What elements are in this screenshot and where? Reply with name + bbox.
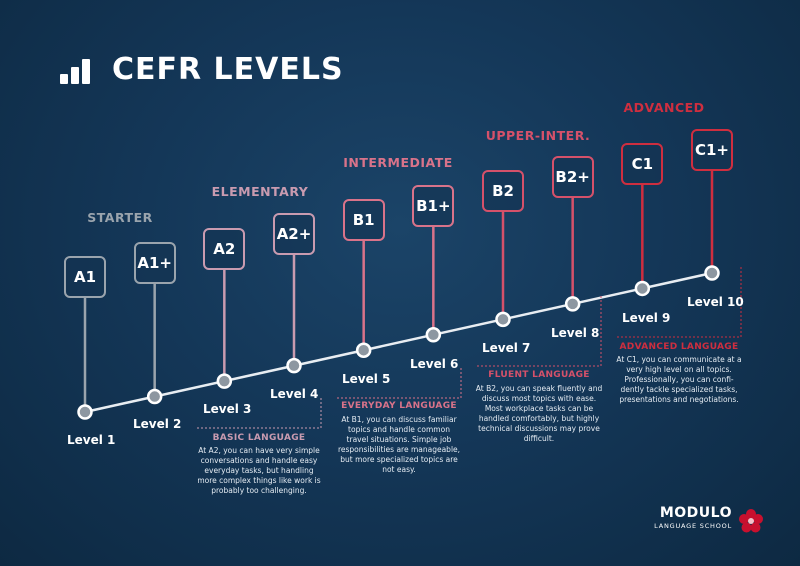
level-node bbox=[286, 357, 302, 374]
level-code-box: A1+ bbox=[133, 242, 176, 284]
level-code-box: B2+ bbox=[551, 156, 594, 198]
description-line: discuss most topics with ease. bbox=[481, 394, 597, 403]
description-line: difficult. bbox=[523, 434, 555, 443]
level-code-box: C1 bbox=[621, 143, 664, 185]
description-line: presentations and negotiations. bbox=[619, 395, 739, 404]
description-line: probably too challenging. bbox=[211, 486, 307, 495]
timeline-line bbox=[84, 271, 713, 414]
description-line: Most workplace tasks can be bbox=[484, 404, 594, 413]
level-code-box: B1+ bbox=[412, 185, 455, 227]
level-node bbox=[355, 342, 372, 358]
level-label: Level 6 bbox=[410, 357, 459, 371]
description-line: conversations and handle easy bbox=[200, 456, 318, 465]
level-node bbox=[704, 265, 720, 281]
red-flower-icon bbox=[739, 509, 763, 533]
description-line: not easy. bbox=[382, 465, 416, 474]
description-line: At A2, you can have very simple bbox=[198, 446, 320, 455]
description-line: At B2, you can speak fluently and bbox=[475, 384, 603, 393]
description-text: At B2, you can speak fluently and discuss… bbox=[469, 384, 609, 444]
level-code-box: A1 bbox=[64, 256, 106, 298]
level-node bbox=[77, 404, 93, 420]
description-text: At B1, you can discuss familiar topics an… bbox=[329, 415, 469, 475]
description-line: At B1, you can discuss familiar bbox=[341, 415, 457, 424]
level-label: Level 5 bbox=[342, 372, 391, 386]
level-label: Level 1 bbox=[67, 433, 116, 447]
level-label: Level 9 bbox=[622, 311, 671, 325]
level-label: Level 8 bbox=[551, 326, 600, 340]
description-text: At C1, you can communicate at a very high… bbox=[609, 355, 749, 405]
level-node bbox=[495, 311, 511, 328]
level-label: Level 10 bbox=[687, 295, 744, 309]
level-label: Level 2 bbox=[133, 417, 182, 431]
description-line: travel situations. Simple job bbox=[346, 435, 452, 444]
bar-chart-icon bbox=[60, 58, 94, 84]
description-bracket bbox=[197, 398, 322, 429]
brand-logo: MODULO LANGUAGE SCHOOL bbox=[654, 505, 732, 530]
description-line: everyday tasks, but handling bbox=[204, 466, 314, 475]
description-bracket bbox=[337, 368, 462, 399]
level-code-box: A2+ bbox=[273, 213, 315, 255]
description-line: technical discussions may prove bbox=[478, 424, 600, 433]
page-title: CEFR LEVELS bbox=[112, 52, 344, 87]
level-node bbox=[425, 327, 442, 343]
level-code-box: A2 bbox=[203, 228, 246, 270]
description-line: very high level on all topics. bbox=[626, 365, 732, 374]
description-heading: BASIC LANGUAGE bbox=[212, 433, 306, 443]
level-label: Level 4 bbox=[270, 387, 319, 401]
level-node bbox=[564, 296, 581, 312]
description-line: handled comfortably, but highly bbox=[478, 414, 600, 423]
brand-name: MODULO bbox=[659, 505, 732, 521]
description-heading: FLUENT LANGUAGE bbox=[488, 370, 590, 380]
description-text: At A2, you can have very simple conversat… bbox=[189, 446, 329, 496]
description-line: more complex things like work is bbox=[197, 476, 321, 485]
description-line: responsibilities are manageable, bbox=[337, 445, 461, 454]
category-label: INTERMEDIATE bbox=[343, 155, 453, 170]
level-code-box: B1 bbox=[342, 199, 385, 241]
level-node bbox=[634, 280, 651, 297]
category-label: ADVANCED bbox=[623, 100, 705, 115]
brand-tagline: LANGUAGE SCHOOL bbox=[654, 522, 732, 530]
description-heading: ADVANCED LANGUAGE bbox=[619, 342, 739, 352]
description-bracket bbox=[617, 267, 742, 338]
description-heading: EVERYDAY LANGUAGE bbox=[341, 401, 457, 411]
level-code-box: B2 bbox=[482, 170, 524, 212]
description-line: dently tackle specialized tasks, bbox=[620, 385, 738, 394]
level-label: Level 7 bbox=[482, 341, 531, 355]
level-node bbox=[146, 388, 163, 405]
level-code-box: C1+ bbox=[691, 129, 733, 171]
category-label: UPPER-INTER. bbox=[485, 128, 591, 143]
description-line: Professionally, you can confi- bbox=[624, 375, 734, 384]
description-bracket bbox=[477, 295, 602, 367]
description-line: but more specialized topics are bbox=[340, 455, 458, 464]
category-label: STARTER bbox=[87, 210, 153, 225]
category-label: ELEMENTARY bbox=[211, 184, 309, 199]
description-line: At C1, you can communicate at a bbox=[616, 355, 742, 364]
level-node bbox=[216, 373, 233, 389]
description-line: topics and handle common bbox=[348, 425, 450, 434]
level-label: Level 3 bbox=[203, 402, 252, 416]
